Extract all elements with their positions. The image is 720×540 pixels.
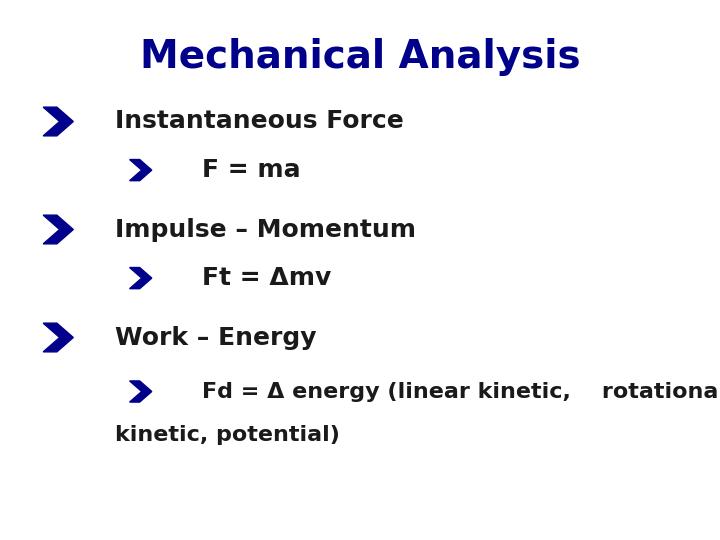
Text: Ft = Δmv: Ft = Δmv <box>202 266 331 290</box>
Text: Instantaneous Force: Instantaneous Force <box>115 110 404 133</box>
Text: Impulse – Momentum: Impulse – Momentum <box>115 218 416 241</box>
Polygon shape <box>130 267 152 289</box>
Text: F = ma: F = ma <box>202 158 300 182</box>
Polygon shape <box>130 159 152 181</box>
Text: kinetic, potential): kinetic, potential) <box>115 424 340 445</box>
Polygon shape <box>43 215 73 244</box>
Polygon shape <box>130 381 152 402</box>
Text: Fd = Δ energy (linear kinetic,    rotational: Fd = Δ energy (linear kinetic, rotationa… <box>202 381 720 402</box>
Text: Work – Energy: Work – Energy <box>115 326 317 349</box>
Polygon shape <box>43 323 73 352</box>
Text: Mechanical Analysis: Mechanical Analysis <box>140 38 580 76</box>
Polygon shape <box>43 107 73 136</box>
